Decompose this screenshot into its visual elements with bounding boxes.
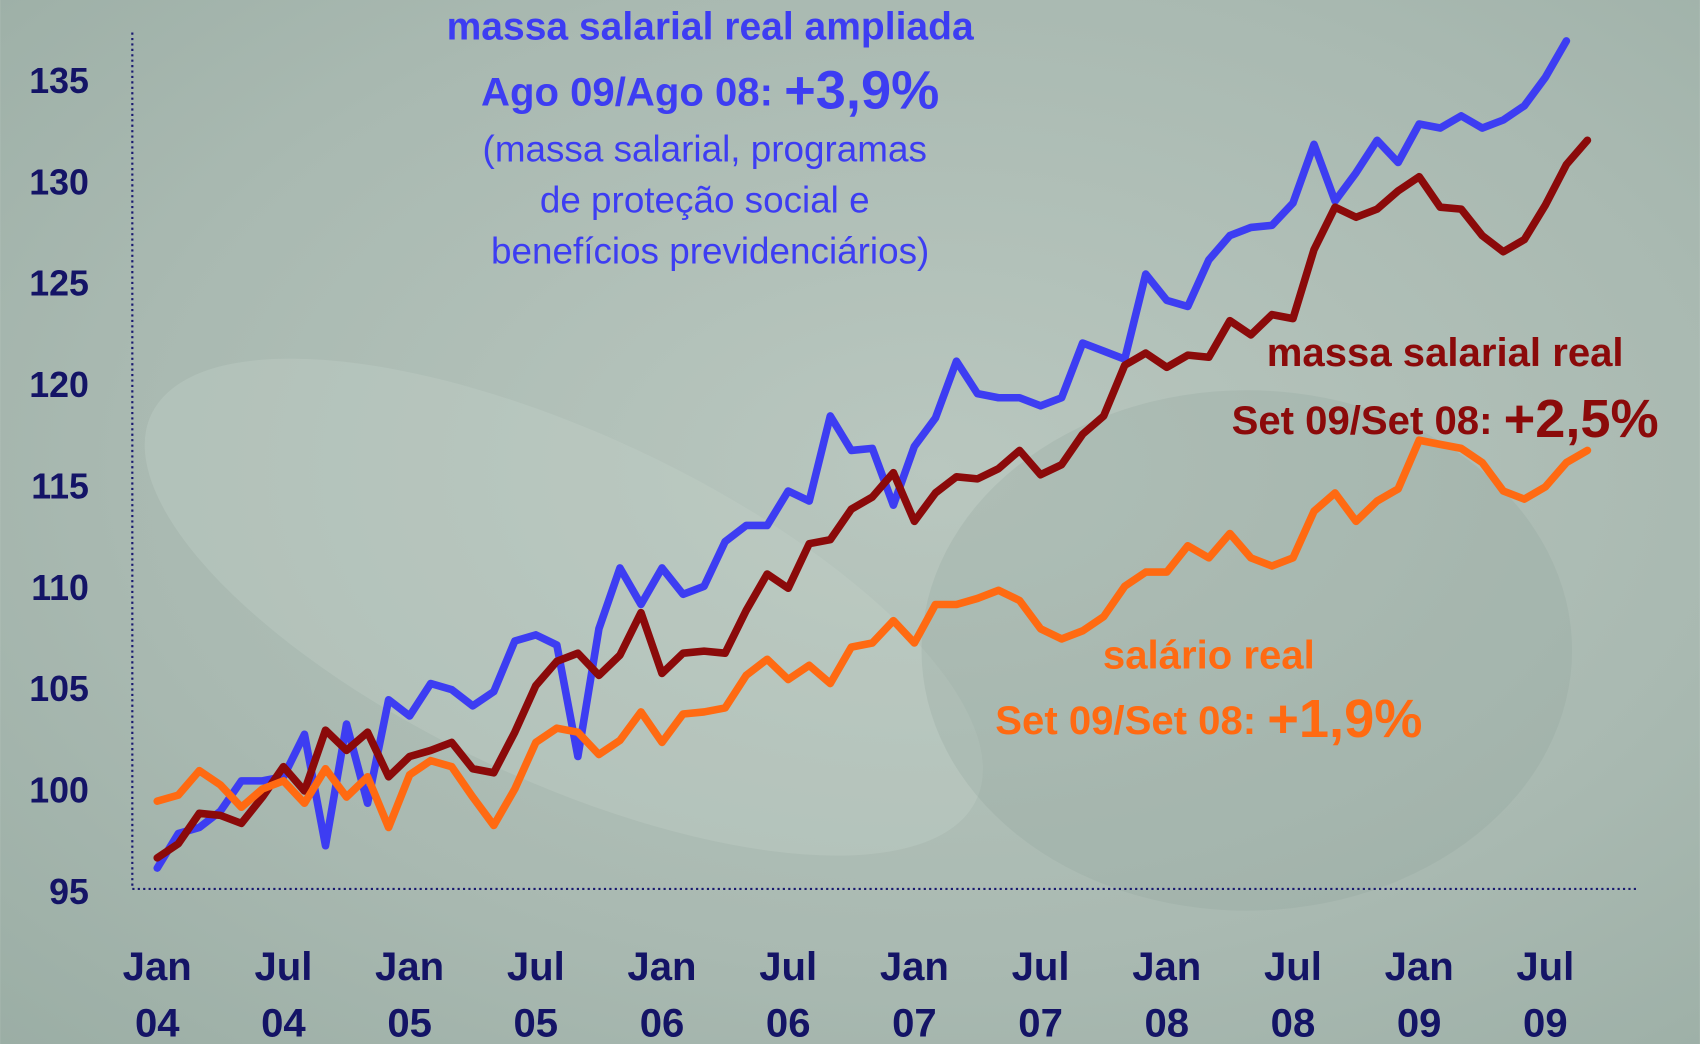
y-tick-label: 95 xyxy=(49,872,89,912)
x-tick-label: Jan 04 xyxy=(114,939,201,1044)
annotation-value: +3,9% xyxy=(784,61,939,121)
annotation: de proteção social e xyxy=(540,179,870,220)
annotation-text: Set 09/Set 08: xyxy=(995,699,1267,743)
y-tick-label: 120 xyxy=(29,365,89,405)
x-tick: Jul 09 xyxy=(1480,939,1610,1044)
y-tick-label: 110 xyxy=(31,568,89,608)
annotation: salário real xyxy=(1103,634,1315,678)
x-tick: Jul 08 xyxy=(1228,939,1358,1044)
x-tick-label: Jul 06 xyxy=(745,939,832,1044)
y-tick-label: 125 xyxy=(29,264,89,304)
x-tick-label: Jul 09 xyxy=(1502,939,1589,1044)
annotation-value: +2,5% xyxy=(1504,389,1659,449)
y-tick-label: 135 xyxy=(29,61,89,101)
x-tick-label: Jan 07 xyxy=(871,939,958,1044)
x-tick-label: Jan 08 xyxy=(1123,939,1210,1044)
annotation: (massa salarial, programas xyxy=(483,129,927,170)
x-tick: Jan 05 xyxy=(345,939,475,1044)
y-tick-label: 115 xyxy=(31,466,89,506)
x-tick: Jan 04 xyxy=(92,939,222,1044)
y-tick-label: 130 xyxy=(29,162,89,202)
annotation-text: Set 09/Set 08: xyxy=(1232,398,1504,442)
y-tick-label: 100 xyxy=(29,770,89,810)
annotation: benefícios previdenciários) xyxy=(491,230,929,271)
x-tick-label: Jul 05 xyxy=(492,939,579,1044)
x-tick: Jan 06 xyxy=(597,939,727,1044)
x-tick: Jan 09 xyxy=(1354,939,1484,1044)
x-tick: Jan 08 xyxy=(1102,939,1232,1044)
x-tick-label: Jan 09 xyxy=(1376,939,1463,1044)
x-tick: Jul 06 xyxy=(723,939,853,1044)
x-tick-label: Jul 08 xyxy=(1250,939,1337,1044)
x-tick: Jul 04 xyxy=(218,939,348,1044)
x-tick: Jul 07 xyxy=(976,939,1106,1044)
chart: massa salarial real ampliada Ago 09/Ago … xyxy=(0,0,1700,1044)
annotation: Set 09/Set 08: +1,9% xyxy=(995,689,1422,749)
x-tick: Jan 07 xyxy=(849,939,979,1044)
y-tick-label: 105 xyxy=(29,669,89,709)
x-tick-label: Jan 06 xyxy=(619,939,706,1044)
x-tick-label: Jan 05 xyxy=(366,939,453,1044)
page: massa salarial real ampliada Ago 09/Ago … xyxy=(0,0,1700,1044)
annotation: massa salarial real ampliada xyxy=(447,6,974,49)
x-tick-label: Jul 07 xyxy=(997,939,1084,1044)
x-tick-label: Jul 04 xyxy=(240,939,327,1044)
annotation: Ago 09/Ago 08: +3,9% xyxy=(481,61,939,121)
annotation: massa salarial real xyxy=(1267,331,1624,375)
x-tick: Jul 05 xyxy=(471,939,601,1044)
annotation-text: Ago 09/Ago 08: xyxy=(481,70,784,114)
annotation-value: +1,9% xyxy=(1267,689,1422,749)
annotation: Set 09/Set 08: +2,5% xyxy=(1232,389,1659,449)
